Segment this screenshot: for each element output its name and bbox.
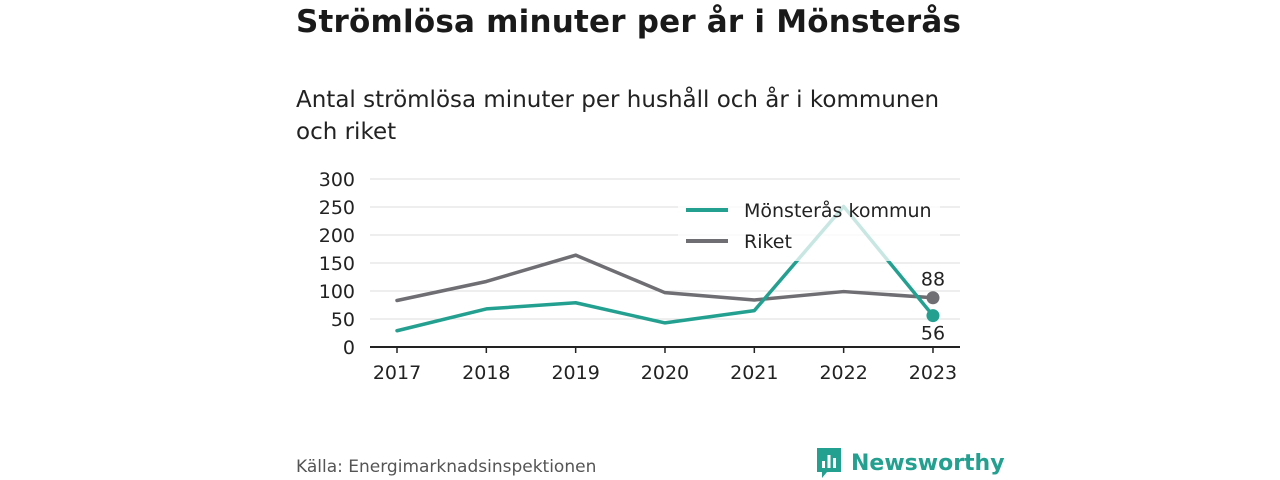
x-tick-label: 2018 (462, 362, 510, 384)
y-tick-label: 100 (319, 281, 355, 303)
y-tick-label: 150 (319, 253, 355, 275)
end-point-riket (926, 291, 940, 305)
legend-label: Mönsterås kommun (744, 199, 932, 222)
y-tick-label: 250 (319, 197, 355, 219)
chart-subtitle: Antal strömlösa minuter per hushåll och … (296, 87, 940, 145)
x-tick-label: 2021 (730, 362, 778, 384)
y-tick-label: 0 (343, 337, 355, 359)
end-point-monsteras (926, 309, 940, 323)
line-chart: 0 50 100 150 200 250 300 2017 2018 2019 2020 2021 20… (319, 169, 960, 384)
legend-background (678, 193, 940, 261)
source-note: Källa: Energimarknadsinspektionen (296, 457, 597, 477)
data-label-monsteras: 56 (921, 323, 945, 345)
x-tick-label: 2022 (819, 362, 867, 384)
x-tick-label: 2017 (373, 362, 421, 384)
y-tick-label: 50 (331, 309, 355, 331)
y-tick-label: 200 (319, 225, 355, 247)
legend-label: Riket (744, 231, 792, 253)
data-label-riket: 88 (921, 269, 945, 291)
y-tick-label: 300 (319, 169, 355, 191)
x-tick-label: 2019 (551, 362, 599, 384)
newsworthy-logo-icon (817, 448, 841, 478)
x-tick-label: 2020 (641, 362, 689, 384)
x-tick-label: 2023 (909, 362, 957, 384)
brand-logo: Newsworthy (815, 446, 1005, 480)
brand-name: Newsworthy (851, 450, 1005, 476)
series-line-riket (395, 253, 935, 303)
chart-title: Strömlösa minuter per år i Mönsterås (296, 4, 962, 40)
